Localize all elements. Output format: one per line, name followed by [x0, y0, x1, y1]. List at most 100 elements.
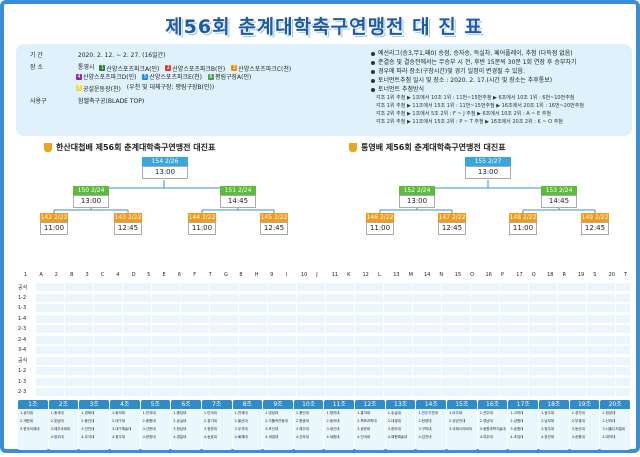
team-slot-label: D — [131, 272, 136, 278]
round-label: 1-3 — [18, 378, 27, 385]
group-column: 18조 1.광주대 2.남부대 3.청주대 4.장안대 — [539, 400, 569, 450]
final-left: 154 2/26 13:00 — [142, 157, 188, 179]
group-team: 4.세종대 — [326, 435, 340, 439]
match-header: 142 2/22 — [40, 213, 68, 222]
group-team: 1.단국대 — [142, 411, 156, 415]
group-column: 3조 1.경희대 2.용인대 3.인천대 4.우석대 — [79, 400, 109, 450]
group-team: 1.상지대 — [20, 411, 33, 415]
match-header: 145 2/22 — [260, 213, 288, 222]
match-header: 154 2/26 — [142, 157, 188, 166]
group-team: 2.호남대 — [50, 419, 64, 423]
group-header: 18조 — [539, 400, 569, 409]
group-team: 2.울산대 — [234, 419, 248, 423]
team-slot-label: H — [254, 272, 259, 278]
group-team: 3.조선대 — [265, 427, 279, 431]
info-panel: 기 간 2020. 2. 12. ~ 2. 27. (16일간) 장 소 통영시… — [16, 44, 632, 136]
schedule-row: 공식 — [18, 356, 630, 366]
round-label: 2-3 — [18, 326, 27, 332]
schedule-cells — [36, 346, 630, 354]
trophy-icon — [44, 143, 52, 152]
venue-5: 5 산양스포츠파크E(천) — [142, 72, 202, 81]
group-header: 11조 — [324, 400, 355, 409]
team-slot-label: A — [39, 272, 43, 278]
group-column: 16조 1.전주대 2.영남대 3.동원과학기술대 4.여주대 — [477, 400, 508, 450]
group-column: 1조 1.상지대 2.세한대 3.한국국제대 — [18, 400, 48, 450]
group-team: 2.영남대 — [479, 419, 493, 423]
group-team: 2.숭실대 — [173, 419, 187, 423]
semi-left-1: 150 2/24 13:00 — [73, 186, 109, 208]
group-team: 1.동국대 — [50, 411, 64, 415]
quarter-7: 148 2/22 11:00 — [509, 213, 537, 235]
match-time: 12:45 — [114, 222, 142, 235]
team-slot-label: B — [70, 272, 74, 278]
team-slot-label: 19 — [577, 272, 585, 278]
round-label: 공식 — [18, 284, 28, 291]
schedule-cells — [36, 367, 630, 375]
team-slot-label: 7 — [208, 272, 212, 278]
team-slot-label: Q — [531, 272, 536, 278]
group-column: 20조 1.한남대 2.신라대 3.서울디지털대 4.대덕대 — [600, 400, 630, 450]
match-time: 12:45 — [260, 222, 288, 235]
group-panel: 1조 1.상지대 2.세한대 3.한국국제대 2조 1.동국대 2.호남대 3.제주국제대 4.… — [18, 400, 630, 450]
group-team: 4.청주대 — [111, 435, 125, 439]
group-column: 8조 1.연세대 2.울산대 3.우석대 4.배재대 — [232, 400, 263, 450]
match-time: 11:00 — [188, 222, 216, 235]
group-team: 3.국제사이버대 — [449, 427, 472, 431]
group-column: 12조 1.홍익대 2.목포과학대 3.광운대 4.건국대 — [355, 400, 385, 450]
group-header: 17조 — [508, 400, 539, 409]
group-team: 3.청운대 — [203, 427, 217, 431]
match-time: 11:00 — [40, 222, 68, 235]
group-team: 4.대덕대 — [602, 435, 616, 439]
group-team: 4.경일대 — [173, 435, 187, 439]
schedule-cells — [36, 356, 630, 365]
group-team: 2.목포과학대 — [357, 419, 377, 423]
group-header: 15조 — [447, 400, 477, 409]
group-team: 3.구미대 — [418, 427, 432, 431]
group-team: 3.동신대 — [571, 427, 585, 431]
title-banner: 제56회 춘계대학축구연맹전 대 진 표 — [74, 10, 574, 40]
team-slot-label: 1 — [24, 272, 28, 278]
group-team: 2.세한대 — [20, 419, 33, 423]
group-team: 3.우석대 — [234, 427, 248, 431]
group-header: 3조 — [79, 400, 109, 409]
schedule-cells — [36, 377, 630, 386]
bracket-title-left: 한산대첩배 제56회 춘계대학축구연맹전 대진표 — [44, 142, 215, 153]
team-slot-label: 9 — [270, 272, 274, 278]
group-column: 5조 1.단국대 2.중원대 3.선문대 4.한양대 — [140, 400, 171, 450]
schedule-cells — [36, 283, 630, 291]
group-column: 14조 1.전주기전대 2.한양대 3.구미대 4.김천대 — [416, 400, 447, 450]
group-team: 4.여주대 — [479, 435, 493, 439]
group-team: 3.청주대 — [541, 427, 555, 431]
venue-num: 6 — [207, 73, 214, 80]
group-team: 1.연세대 — [234, 411, 248, 415]
schedule-row: 2-3 — [18, 387, 630, 397]
group-team: 4.송원대 — [571, 435, 585, 439]
match-header: 152 2/24 — [399, 186, 435, 195]
venue-name: 평림구장A(인) — [214, 74, 252, 81]
group-team: 1.중앙대 — [173, 411, 187, 415]
match-time: 11:00 — [366, 222, 394, 235]
venue-num: 1 — [99, 65, 106, 71]
match-header: 149 2/22 — [581, 213, 609, 222]
schedule-cells — [36, 293, 630, 302]
period-key: 기 간 — [30, 52, 43, 59]
team-slot-label: 3 — [85, 272, 89, 278]
group-team: 3.한라대 — [387, 427, 401, 431]
match-header: 143 2/22 — [114, 213, 142, 222]
schedule-row: 1-3 — [18, 303, 630, 313]
group-team: 2.중원대 — [142, 419, 156, 423]
group-header: 20조 — [600, 400, 630, 409]
group-team: 2.신라대 — [602, 419, 616, 423]
match-header: 146 2/22 — [366, 213, 394, 222]
group-team: 4.초당대 — [510, 435, 524, 439]
group-column: 19조 1.경기대 2.부경대 3.동신대 4.송원대 — [569, 400, 600, 450]
venue-6: 6 평림구장A(인) — [207, 72, 252, 81]
rule-3: 경우에 따라 장소(구장시간)및 경기 일정이 변경될 수 있음. — [371, 66, 525, 75]
group-team: 4.한양대 — [142, 435, 156, 439]
group-team: 1.경기대 — [571, 411, 585, 415]
team-slot-label: C — [100, 272, 105, 278]
group-team: 4.건국대 — [357, 435, 371, 439]
group-team: 1.숭실대 — [387, 411, 401, 415]
round-label: 공식 — [18, 358, 28, 364]
